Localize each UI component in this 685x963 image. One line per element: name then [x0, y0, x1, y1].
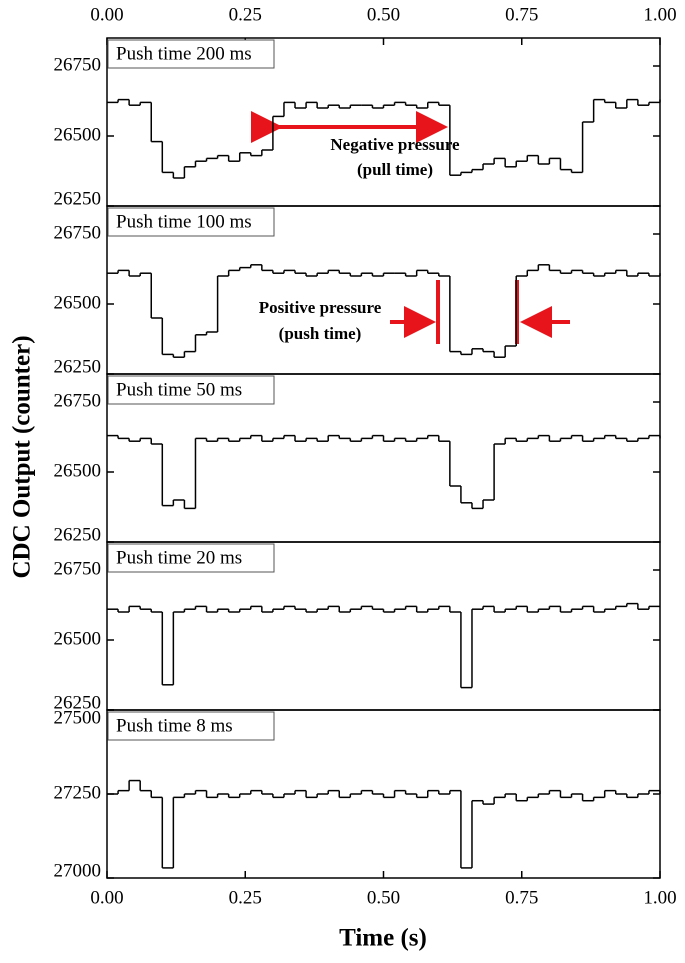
label-box: [107, 543, 275, 573]
x-tick-label: 0.50: [367, 4, 400, 25]
y-tick-label: 27500: [54, 707, 102, 728]
annotation: Negative pressure: [330, 135, 460, 154]
x-tick-label: 1.00: [643, 887, 676, 908]
annotation: (push time): [279, 324, 362, 343]
x-tick-label: 1.00: [643, 4, 676, 25]
y-tick-label: 26500: [54, 628, 102, 649]
panel-label: Push time 20 ms: [116, 547, 242, 568]
y-tick-label: 26500: [54, 124, 102, 145]
x-tick-label: 0.75: [505, 887, 538, 908]
y-tick-label: 26750: [54, 558, 102, 579]
x-tick-label: 0.75: [505, 4, 538, 25]
y-tick-label: 26500: [54, 460, 102, 481]
y-tick-label: 26250: [54, 356, 102, 377]
x-tick-label: 0.00: [90, 4, 123, 25]
label-box: [107, 711, 275, 741]
y-tick-label: 26750: [54, 390, 102, 411]
x-tick-label: 0.00: [90, 887, 123, 908]
y-tick-label: 26250: [54, 188, 102, 209]
y-tick-label: 26250: [54, 524, 102, 545]
x-tick-label: 0.25: [229, 4, 262, 25]
annotation: (pull time): [357, 160, 433, 179]
panel-label: Push time 100 ms: [116, 211, 252, 232]
x-axis-title: Time (s): [339, 925, 427, 952]
y-tick-label: 27000: [54, 860, 102, 881]
y-tick-label: 26750: [54, 54, 102, 75]
y-tick-label: 26250: [54, 692, 102, 713]
panel-label: Push time 8 ms: [116, 715, 233, 736]
x-tick-label: 0.25: [229, 887, 262, 908]
label-box: [107, 375, 275, 405]
y-tick-label: 27250: [54, 782, 102, 803]
annotation: Positive pressure: [259, 298, 382, 317]
panel-label: Push time 50 ms: [116, 379, 242, 400]
label-box: [107, 39, 275, 69]
x-tick-label: 0.50: [367, 887, 400, 908]
panel-label: Push time 200 ms: [116, 43, 252, 64]
label-box: [107, 207, 275, 237]
y-tick-label: 26500: [54, 292, 102, 313]
y-tick-label: 26750: [54, 222, 102, 243]
y-axis-title: CDC Output (counter): [9, 335, 36, 578]
